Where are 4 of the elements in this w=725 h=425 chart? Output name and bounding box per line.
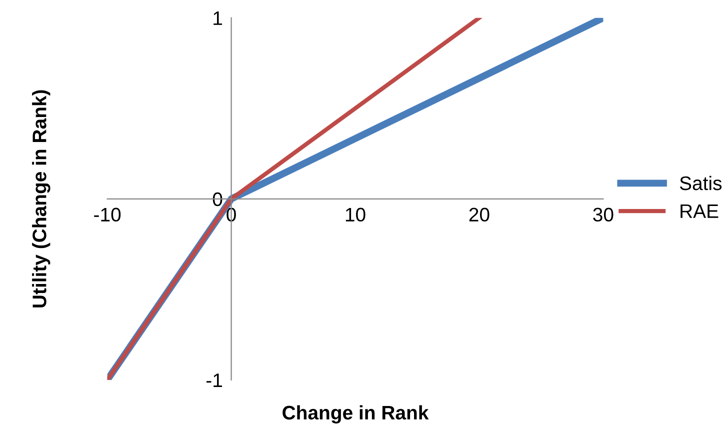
legend-label: RAE (680, 204, 718, 218)
legend-label: Satis (680, 176, 722, 190)
x-axis-title: Change in Rank (282, 405, 429, 424)
y-axis-title: Utility (Change in Rank) (32, 90, 50, 308)
